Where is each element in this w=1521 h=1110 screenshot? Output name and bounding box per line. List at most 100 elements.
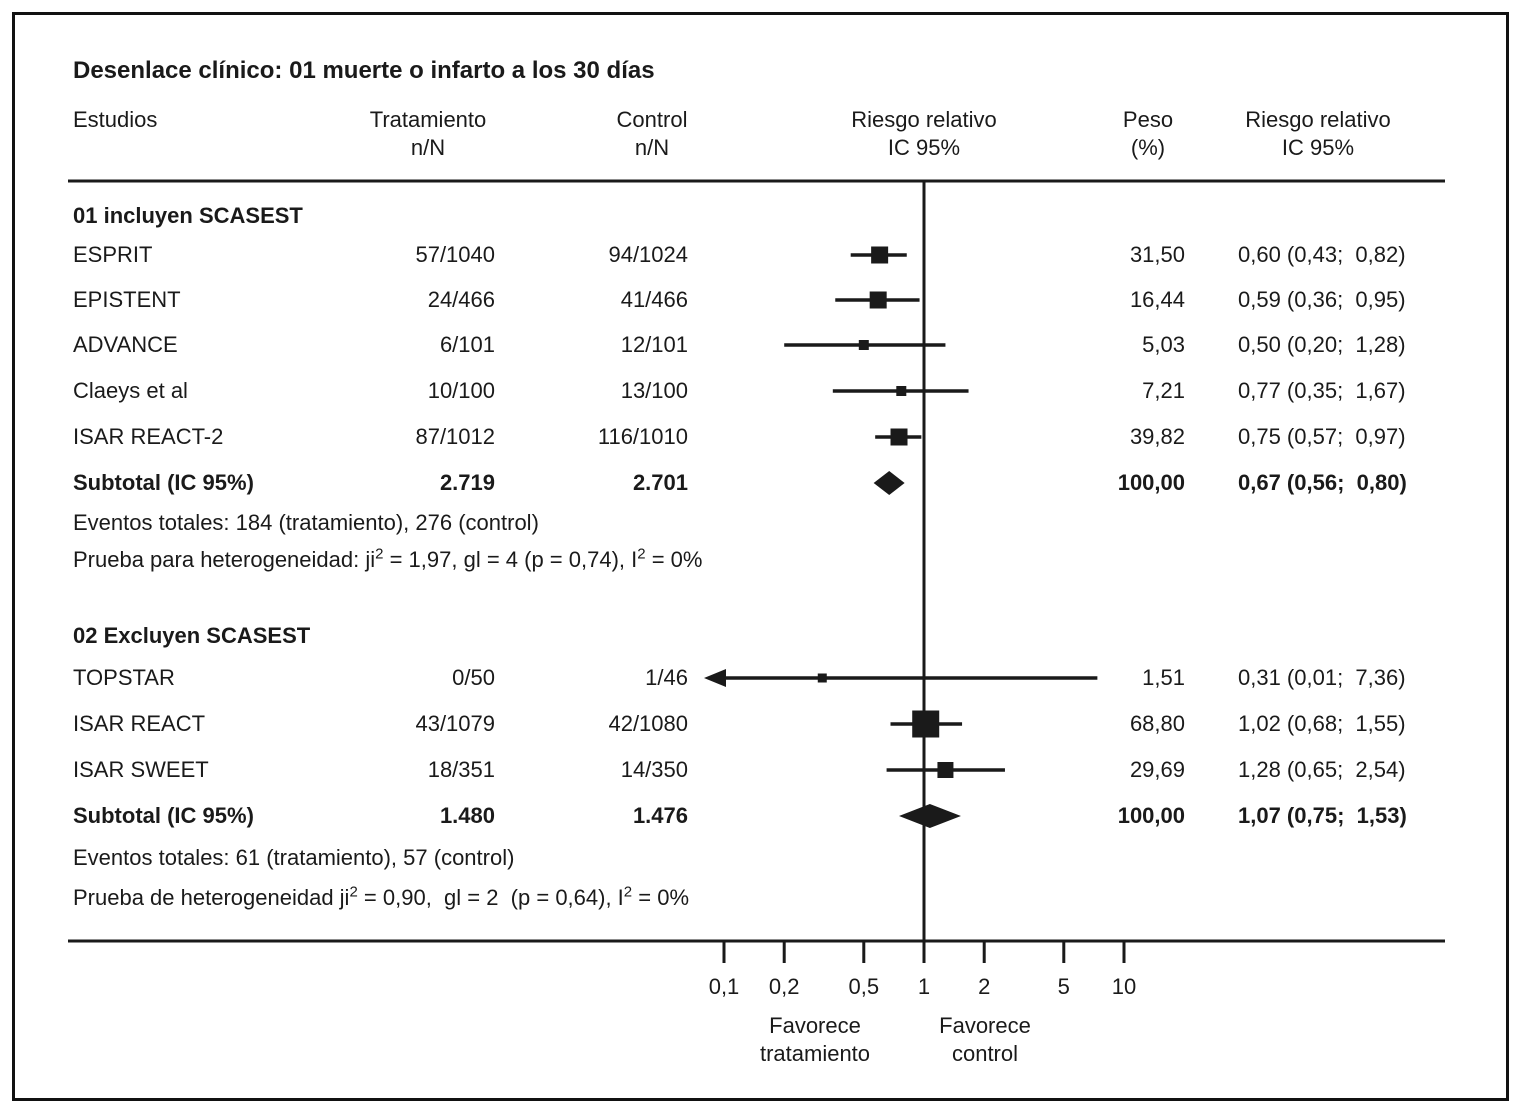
effect-marker	[871, 246, 889, 264]
treatment-count: 43/1079	[415, 711, 495, 736]
treatment-count: 57/1040	[415, 242, 495, 267]
favor-label-line: tratamiento	[759, 1041, 871, 1066]
column-header-rr-plot: Riesgo relativo	[851, 107, 997, 132]
treatment-count: 87/1012	[415, 424, 495, 449]
superscript: 2	[375, 545, 384, 563]
heterogeneity-test: Prueba para heterogeneidad: ji2 = 1,97, …	[73, 544, 702, 576]
study-name: Claeys et al	[73, 378, 188, 403]
favor-label-line: Favorece	[939, 1013, 1031, 1038]
axis-tick-label: 5	[1057, 974, 1070, 999]
group-row: 02 Excluyen SCASEST	[0, 621, 1521, 651]
column-header-tratamiento: Tratamiento	[369, 107, 487, 132]
column-header-rr-plot-ic: IC 95%	[887, 135, 961, 160]
note-text: Prueba de heterogeneidad ji	[73, 885, 350, 910]
subtotal-diamond	[899, 804, 961, 828]
rr-ci-text: 0,75 (0,57; 0,97)	[1238, 424, 1406, 449]
column-header-estudios: Estudios	[73, 107, 158, 132]
axis-tick-label: 0,2	[768, 974, 800, 999]
effect-marker	[869, 291, 887, 309]
study-name: ESPRIT	[73, 242, 153, 267]
treatment-count: 2.719	[439, 470, 495, 495]
study-row: ESPRIT 57/1040 94/1024 31,50 0,60 (0,43; 0,8…	[0, 240, 1521, 270]
weight-value: 31,50	[1129, 242, 1185, 267]
favors-control-label: Favorece control	[875, 1012, 1095, 1068]
effect-marker	[817, 673, 827, 683]
control-count: 2.701	[632, 470, 688, 495]
subtotal-diamond	[873, 471, 905, 495]
group-heading: 02 Excluyen SCASEST	[73, 623, 311, 648]
axis-tick-label: 10	[1111, 974, 1137, 999]
effect-marker	[937, 762, 954, 778]
effect-marker	[890, 428, 908, 446]
treatment-count: 10/100	[427, 378, 495, 403]
treatment-count: 1.480	[439, 803, 495, 828]
weight-value: 39,82	[1129, 424, 1185, 449]
axis-tick-label: 2	[978, 974, 991, 999]
study-name: ISAR REACT-2	[73, 424, 224, 449]
rr-ci-text: 1,07 (0,75; 1,53)	[1238, 803, 1407, 828]
figure-border	[12, 12, 1509, 1101]
control-count: 41/466	[620, 287, 688, 312]
study-name: ISAR REACT	[73, 711, 206, 736]
treatment-count: 24/466	[427, 287, 495, 312]
control-count: 14/350	[620, 757, 688, 782]
rr-ci-text: 0,67 (0,56; 0,80)	[1238, 470, 1407, 495]
study-row: ISAR REACT-2 87/1012 116/1010 39,82 0,75 (0,…	[0, 422, 1521, 452]
rr-ci-text: 1,28 (0,65; 2,54)	[1238, 757, 1406, 782]
study-row: ISAR REACT 43/1079 42/1080 68,80 1,02 (0,68;…	[0, 709, 1521, 739]
control-count: 116/1010	[597, 424, 688, 449]
control-count: 94/1024	[608, 242, 688, 267]
note-text: = 1,97, gl = 4 (p = 0,74), I	[383, 547, 638, 572]
study-name: EPISTENT	[73, 287, 181, 312]
column-header-rr-text-ic: IC 95%	[1281, 135, 1355, 160]
subtotal-row: Subtotal (IC 95%) 1.480 1.476 100,00 1,07 (0…	[0, 801, 1521, 831]
superscript: 2	[623, 883, 633, 901]
page-title: Desenlace clínico: 01 muerte o infarto a…	[73, 57, 655, 84]
control-count: 1/46	[645, 665, 688, 690]
study-row: Claeys et al 10/100 13/100 7,21 0,77 (0,35; …	[0, 376, 1521, 406]
weight-value: 5,03	[1142, 332, 1185, 357]
study-name: TOPSTAR	[73, 665, 175, 690]
weight-value: 7,21	[1142, 378, 1185, 403]
weight-value: 1,51	[1142, 665, 1185, 690]
weight-value: 68,80	[1129, 711, 1185, 736]
study-name: ADVANCE	[73, 332, 178, 357]
axis-tick-label: 0,5	[848, 974, 880, 999]
total-events: Eventos totales: 184 (tratamiento), 276 …	[73, 510, 539, 535]
rr-ci-text: 0,50 (0,20; 1,28)	[1238, 332, 1406, 357]
treatment-count: 6/101	[439, 332, 495, 357]
superscript: 2	[349, 883, 358, 901]
effect-marker	[896, 386, 907, 396]
column-header-tratamiento-nn: n/N	[410, 135, 446, 160]
study-row: ADVANCE 6/101 12/101 5,03 0,50 (0,20; 1,28)	[0, 330, 1521, 360]
study-row: TOPSTAR 0/50 1/46 1,51 0,31 (0,01; 7,36)	[0, 663, 1521, 693]
note-text: = 0%	[645, 547, 703, 572]
control-count: 12/101	[620, 332, 688, 357]
column-header-rr-text: Riesgo relativo	[1245, 107, 1391, 132]
column-header-control: Control	[616, 107, 688, 132]
arrow-left-icon	[704, 669, 726, 687]
weight-value: 29,69	[1129, 757, 1185, 782]
axis-tick-label: 1	[917, 974, 931, 999]
rr-ci-text: 0,60 (0,43; 0,82)	[1238, 242, 1406, 267]
rr-ci-text: 0,59 (0,36; 0,95)	[1238, 287, 1406, 312]
favors-treatment-label: Favorece tratamiento	[705, 1012, 925, 1068]
favor-label-line: control	[951, 1041, 1019, 1066]
study-row: EPISTENT 24/466 41/466 16,44 0,59 (0,36; 0,9…	[0, 285, 1521, 315]
note-text: Prueba para heterogeneidad: ji	[73, 547, 376, 572]
group-heading: 01 incluyen SCASEST	[73, 203, 303, 228]
note-text: = 0%	[632, 885, 690, 910]
control-count: 13/100	[620, 378, 688, 403]
group-row: 01 incluyen SCASEST	[0, 201, 1521, 231]
subtotal-row: Subtotal (IC 95%) 2.719 2.701 100,00 0,67 (0…	[0, 468, 1521, 498]
treatment-count: 0/50	[452, 665, 495, 690]
effect-marker	[912, 710, 940, 738]
control-count: 1.476	[632, 803, 688, 828]
rr-ci-text: 0,31 (0,01; 7,36)	[1238, 665, 1406, 690]
note-text: = 0,90, gl = 2 (p = 0,64), I	[357, 885, 624, 910]
treatment-count: 18/351	[427, 757, 495, 782]
column-header-peso: Peso	[1122, 107, 1174, 132]
heterogeneity-test: Prueba de heterogeneidad ji2 = 0,90, gl …	[73, 882, 689, 914]
